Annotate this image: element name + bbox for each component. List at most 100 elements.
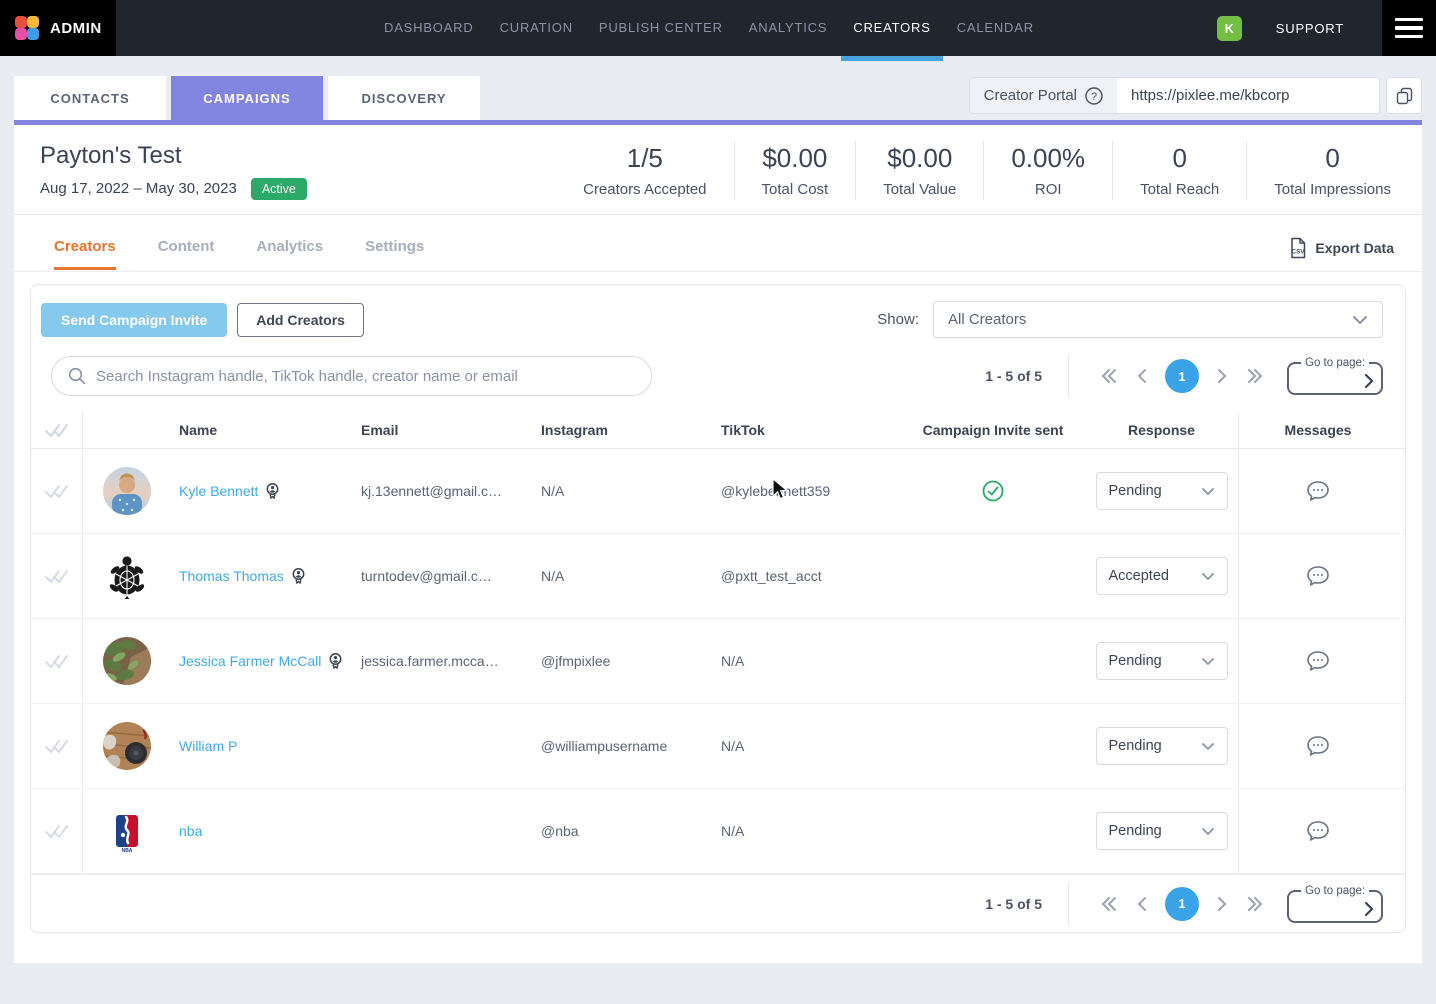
svg-text:NBA: NBA	[122, 848, 133, 854]
goto-page-box: Go to page:	[1287, 884, 1383, 923]
search-input[interactable]	[96, 367, 635, 385]
show-filter-value: All Creators	[948, 311, 1027, 328]
avatar[interactable]	[103, 552, 151, 600]
response-select[interactable]: Pending	[1095, 472, 1228, 510]
prev-page-button[interactable]	[1127, 896, 1157, 912]
pagination-range: 1 - 5 of 5	[985, 368, 1042, 384]
brand-logo-block[interactable]: ADMIN	[0, 0, 116, 56]
nav-creators[interactable]: CREATORS	[841, 0, 944, 61]
table-header: Name Email Instagram TikTok Campaign Inv…	[31, 412, 1405, 449]
tab-discovery[interactable]: DISCOVERY	[328, 76, 480, 120]
nav-publish-center[interactable]: PUBLISH CENTER	[598, 20, 723, 35]
col-invite-sent: Campaign Invite sent	[922, 422, 1064, 438]
goto-page-button[interactable]	[1363, 901, 1375, 917]
response-value: Pending	[1108, 823, 1162, 839]
creator-badge-icon	[292, 568, 305, 584]
prev-page-button[interactable]	[1127, 368, 1157, 384]
row-select-checkmark[interactable]	[31, 534, 83, 618]
instagram-cell: @jfmpixlee	[541, 653, 611, 669]
message-bubble-icon	[1307, 736, 1329, 756]
avatar[interactable]	[103, 637, 151, 685]
table-row: NBA nba @nba N/A Pending	[31, 789, 1405, 874]
chevron-left-icon	[1137, 896, 1146, 911]
help-icon[interactable]: ?	[1085, 86, 1103, 105]
double-check-icon	[44, 739, 68, 753]
creator-portal-url-input[interactable]	[1117, 78, 1379, 113]
nav-analytics[interactable]: ANALYTICS	[748, 20, 828, 35]
creator-name-link[interactable]: William P	[179, 738, 238, 754]
last-page-button[interactable]	[1237, 896, 1273, 912]
copy-url-button[interactable]	[1386, 77, 1422, 114]
nav-curation[interactable]: CURATION	[499, 20, 573, 35]
main-nav: DASHBOARD CURATION PUBLISH CENTER ANALYT…	[372, 0, 1046, 61]
response-select[interactable]: Pending	[1095, 642, 1228, 680]
invite-sent-check-icon	[982, 480, 1004, 502]
last-page-button[interactable]	[1237, 368, 1273, 384]
tabs-row: CONTACTS CAMPAIGNS DISCOVERY Creator Por…	[0, 56, 1436, 120]
stat-label: Total Value	[883, 181, 957, 198]
response-value: Pending	[1108, 653, 1162, 669]
creator-name-link[interactable]: Thomas Thomas	[179, 568, 284, 584]
stat-roi: 0.00% ROI	[983, 141, 1112, 200]
response-select[interactable]: Accepted	[1095, 557, 1228, 595]
row-select-checkmark[interactable]	[31, 619, 83, 703]
current-page-button[interactable]: 1	[1165, 886, 1199, 921]
double-check-icon	[44, 654, 68, 668]
goto-page-label: Go to page:	[1305, 884, 1366, 897]
goto-page-box: Go to page:	[1287, 357, 1383, 395]
goto-page-input[interactable]	[1297, 900, 1347, 917]
tab-contacts[interactable]: CONTACTS	[14, 76, 166, 120]
tiktok-cell: @kylebennett359	[721, 483, 831, 499]
message-button[interactable]	[1238, 789, 1405, 873]
support-link[interactable]: SUPPORT	[1275, 20, 1344, 36]
add-creators-button[interactable]: Add Creators	[237, 302, 364, 337]
first-page-button[interactable]	[1091, 368, 1127, 384]
chevron-right-icon	[1218, 369, 1227, 383]
message-button[interactable]	[1238, 534, 1405, 618]
instagram-cell: N/A	[541, 568, 565, 584]
message-button[interactable]	[1238, 619, 1405, 703]
row-select-checkmark[interactable]	[31, 789, 83, 873]
send-campaign-invite-button[interactable]: Send Campaign Invite	[41, 302, 228, 337]
message-button[interactable]	[1238, 704, 1405, 788]
select-all-checkmark[interactable]	[31, 412, 83, 448]
hamburger-menu-icon[interactable]	[1382, 0, 1436, 56]
double-chevron-left-icon	[1101, 369, 1116, 383]
nav-calendar[interactable]: CALENDAR	[956, 20, 1034, 35]
tab-campaigns[interactable]: CAMPAIGNS	[171, 76, 323, 120]
avatar[interactable]	[103, 722, 151, 770]
row-select-checkmark[interactable]	[31, 449, 83, 533]
response-select[interactable]: Pending	[1095, 727, 1228, 765]
subtab-content[interactable]: Content	[157, 238, 215, 255]
instagram-cell: @nba	[541, 823, 579, 839]
creator-badge-icon	[329, 653, 342, 669]
subtab-creators[interactable]: Creators	[54, 238, 116, 270]
subtab-settings[interactable]: Settings	[365, 238, 425, 255]
stat-label: Total Impressions	[1274, 181, 1391, 198]
avatar[interactable]	[103, 467, 151, 515]
next-page-button[interactable]	[1207, 896, 1237, 912]
next-page-button[interactable]	[1207, 368, 1237, 384]
current-page-button[interactable]: 1	[1165, 359, 1199, 393]
col-tiktok: TikTok	[721, 422, 765, 438]
user-avatar[interactable]: K	[1216, 15, 1242, 41]
creator-name-link[interactable]: Kyle Bennett	[179, 483, 259, 499]
goto-page-button[interactable]	[1363, 373, 1375, 389]
row-select-checkmark[interactable]	[31, 704, 83, 788]
top-navbar: ADMIN DASHBOARD CURATION PUBLISH CENTER …	[0, 0, 1436, 61]
creator-name-link[interactable]: Jessica Farmer McCall	[179, 653, 322, 669]
export-data-button[interactable]: CSV Export Data	[1289, 237, 1394, 271]
nav-dashboard[interactable]: DASHBOARD	[384, 20, 474, 35]
show-filter-select[interactable]: All Creators	[933, 301, 1383, 338]
first-page-button[interactable]	[1091, 896, 1127, 912]
response-select[interactable]: Pending	[1095, 812, 1228, 850]
creator-name-link[interactable]: nba	[179, 823, 203, 839]
search-icon	[68, 367, 86, 385]
message-button[interactable]	[1238, 449, 1405, 533]
stat-label: Total Reach	[1140, 181, 1220, 198]
table-footer: 1 - 5 of 5 1 Go to page:	[31, 874, 1405, 932]
avatar[interactable]: NBA	[103, 807, 151, 855]
goto-page-input[interactable]	[1297, 373, 1347, 389]
subtab-analytics[interactable]: Analytics	[256, 238, 324, 255]
chevron-down-icon	[1353, 315, 1367, 324]
